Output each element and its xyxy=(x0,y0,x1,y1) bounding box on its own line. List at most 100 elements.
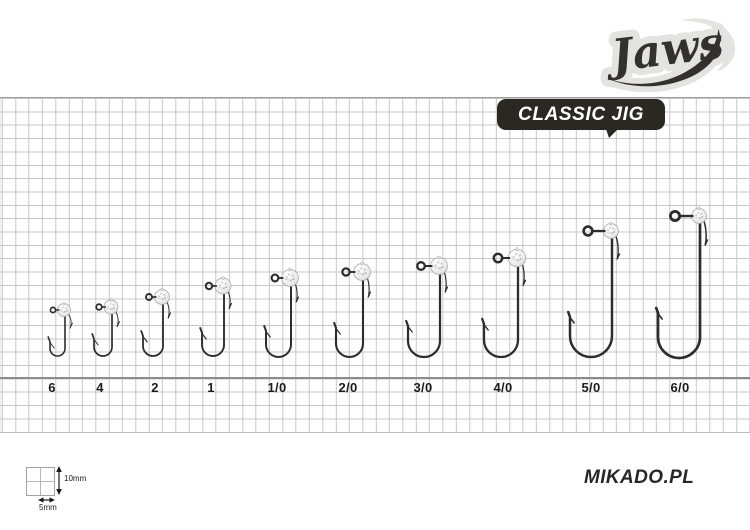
head-speckle xyxy=(107,305,110,308)
head-texture xyxy=(433,266,444,269)
head-speckle xyxy=(291,274,294,277)
jig-hook-1-0 xyxy=(263,267,300,358)
hook-wire xyxy=(405,264,442,359)
scale-5mm-label: 5mm xyxy=(39,503,57,512)
banner-title: CLASSIC JIG xyxy=(518,103,644,125)
point-barb xyxy=(335,328,341,335)
hook-wire xyxy=(566,229,614,359)
head-speckle xyxy=(434,264,437,267)
hook-size-label: 6 xyxy=(48,379,56,395)
point-barb xyxy=(657,313,664,320)
hook-wire xyxy=(654,214,702,360)
hook-size-label: 2 xyxy=(151,379,159,395)
banner-tail xyxy=(606,129,618,138)
hook-eye xyxy=(668,209,682,223)
head-speckle xyxy=(609,226,612,229)
point-barb xyxy=(569,317,575,324)
vertical-scale-arrow xyxy=(56,466,62,495)
point-barb xyxy=(483,324,489,331)
hook-wire xyxy=(481,256,520,359)
hook-size-label: 4/0 xyxy=(493,379,513,395)
point-barb xyxy=(93,339,99,346)
head-seam-nub xyxy=(221,276,225,280)
head-speckle xyxy=(697,211,700,214)
head-texture xyxy=(511,258,522,261)
head-speckle xyxy=(112,304,115,306)
hook-eye xyxy=(204,281,214,291)
head-speckle xyxy=(62,306,65,309)
hook-eye xyxy=(145,293,153,301)
point-barb xyxy=(201,333,207,340)
jig-hook-5-0 xyxy=(566,221,621,359)
jig-hook-2 xyxy=(140,287,171,357)
website-text: MIKADO.PL xyxy=(584,467,695,488)
jig-hook-6 xyxy=(47,302,73,357)
jig-head xyxy=(353,263,371,281)
head-speckle xyxy=(357,270,360,273)
hook-size-label: 2/0 xyxy=(338,379,358,395)
jig-hook-6-0 xyxy=(654,206,709,360)
head-speckle xyxy=(65,307,67,310)
head-seam-nub xyxy=(697,206,701,211)
head-speckle xyxy=(224,282,227,285)
head-speckle xyxy=(512,256,515,259)
hook-eye xyxy=(582,225,594,237)
jig-hook-4-0 xyxy=(481,247,527,359)
jig-hook-4 xyxy=(91,298,120,357)
hook-size-label: 4 xyxy=(96,379,104,395)
jig-head xyxy=(430,257,448,275)
jig-hook-2-0 xyxy=(333,261,372,359)
head-texture xyxy=(356,272,367,275)
head-seam-nub xyxy=(288,267,292,272)
head-speckle xyxy=(160,292,163,295)
scale-reference-square xyxy=(26,467,55,496)
head-speckle xyxy=(437,261,440,264)
head-speckle xyxy=(158,295,161,298)
hook-wire xyxy=(333,270,365,359)
head-speckle xyxy=(612,227,615,230)
hook-eye xyxy=(270,273,280,283)
hook-eye xyxy=(49,306,57,314)
head-seam-nub xyxy=(609,221,613,226)
point-barb xyxy=(407,326,413,333)
jig-head xyxy=(103,299,119,315)
hook-size-label: 5/0 xyxy=(581,379,601,395)
hook-wire xyxy=(263,277,292,358)
hook-eye xyxy=(416,261,426,271)
head-speckle xyxy=(285,276,288,279)
hook-wire xyxy=(91,306,113,357)
hook-eye xyxy=(341,267,351,277)
hook-size-label: 3/0 xyxy=(413,379,433,395)
head-seam-nub xyxy=(62,302,66,305)
hook-size-label: 1 xyxy=(207,379,215,395)
head-texture xyxy=(59,310,68,313)
head-speckle xyxy=(360,267,363,270)
head-speckle xyxy=(700,212,703,215)
jig-hook-3-0 xyxy=(405,255,449,359)
jig-head xyxy=(603,223,619,239)
logo-swoosh xyxy=(606,29,721,87)
jig-head xyxy=(154,289,170,305)
head-speckle xyxy=(218,284,222,287)
jig-head xyxy=(507,248,527,268)
head-seam-nub xyxy=(437,255,441,260)
head-speckle xyxy=(221,281,224,284)
head-speckle xyxy=(363,268,366,271)
size-row-divider-line xyxy=(0,377,750,379)
head-seam-nub xyxy=(109,298,113,302)
jig-hook-1 xyxy=(199,276,233,357)
point-barb xyxy=(142,336,148,343)
point-barb xyxy=(265,331,271,338)
head-speckle xyxy=(440,262,443,265)
hook-eye xyxy=(95,303,103,311)
jig-head xyxy=(214,277,232,295)
head-texture xyxy=(218,286,228,289)
scale-10mm-label: 10mm xyxy=(64,474,87,483)
hook-eye xyxy=(492,252,504,264)
head-texture xyxy=(606,231,616,234)
jig-head xyxy=(281,269,299,287)
head-texture xyxy=(106,307,115,310)
horizontal-scale-arrow xyxy=(38,497,55,503)
